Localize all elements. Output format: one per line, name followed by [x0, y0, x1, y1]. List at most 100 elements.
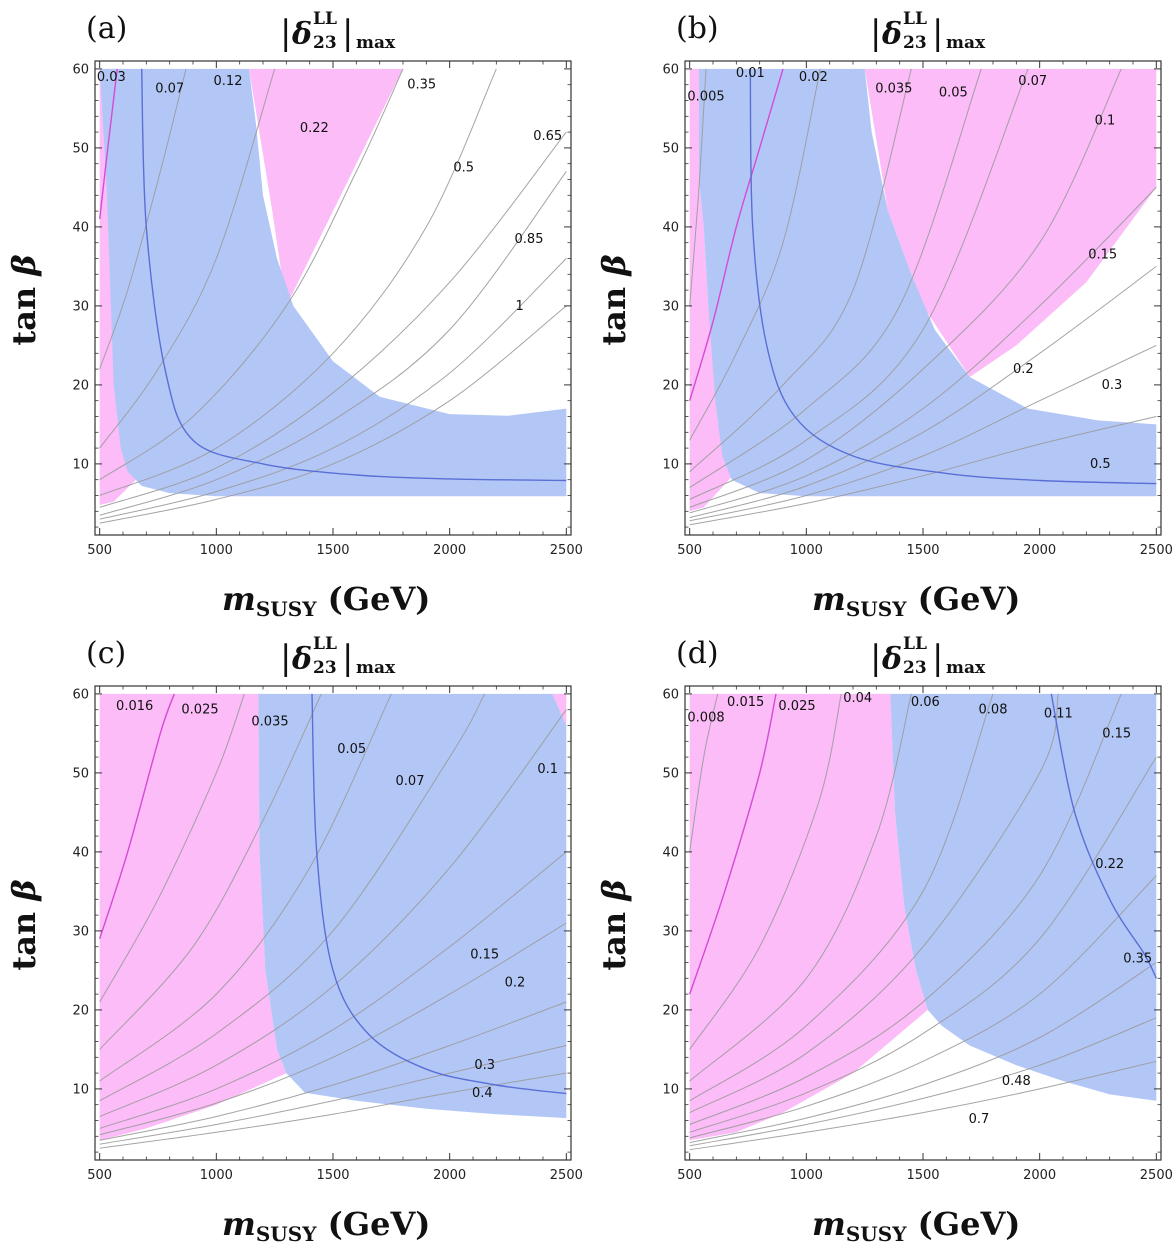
contour-line-0.35 — [689, 962, 1157, 1144]
contour-line-0.08 — [689, 693, 1059, 1114]
title-subscript: 23 — [903, 658, 927, 678]
y-tick-label: 20 — [72, 1003, 89, 1018]
contour-line-0.035 — [99, 693, 322, 1050]
panel-b: 0.005 0.01 0.02 0.035 0.05 0.07 0.1 0.15 0.2 0.3 0… — [595, 9, 1172, 621]
title-abs-bar-right: | — [342, 13, 353, 53]
contour-line-0.025 — [689, 693, 842, 1050]
contour-label: 0.4 — [472, 1086, 493, 1101]
title-abs-bar-left: | — [280, 13, 291, 53]
contour-line-0.22 — [99, 68, 404, 481]
pink-allowed-region — [249, 68, 403, 306]
title-subscript: 23 — [313, 33, 337, 53]
title-subscript: 23 — [313, 658, 337, 678]
y-tick-label: 60 — [72, 62, 89, 77]
title-abs-bar-left: | — [870, 638, 881, 678]
panel-label: (d) — [676, 636, 719, 671]
contour-label: 0.22 — [300, 121, 329, 136]
contour-label: 0.015 — [727, 695, 764, 710]
title-max: max — [946, 658, 986, 678]
x-tick-label: 1500 — [316, 543, 349, 558]
y-tick-label: 60 — [662, 62, 679, 77]
y-tick-label: 30 — [662, 299, 679, 314]
title-abs-bar-right: | — [932, 13, 943, 53]
contour-line-0.016 — [99, 693, 175, 940]
x-tick-label: 2500 — [1140, 1168, 1172, 1183]
contour-label: 0.005 — [687, 90, 724, 105]
contour-label: 0.07 — [396, 774, 425, 789]
contour-line — [99, 1072, 567, 1149]
x-axis-label: mSUSY (GeV) — [812, 1205, 1020, 1246]
contour-label: 0.05 — [337, 742, 366, 757]
title-subscript: 23 — [903, 33, 927, 53]
contour-line — [141, 68, 567, 482]
contour-label: 0.5 — [1090, 457, 1111, 472]
x-tick-label: 2000 — [433, 543, 466, 558]
contour-label: 0.016 — [116, 699, 153, 714]
panel-label: (a) — [86, 11, 127, 46]
x-tick-label: 500 — [87, 1168, 112, 1183]
x-axis-label: mSUSY (GeV) — [812, 580, 1020, 621]
contour-line-0.04 — [689, 693, 912, 1082]
y-tick-label: 20 — [662, 1003, 679, 1018]
title-delta: δ — [881, 17, 902, 52]
contour-line-0.01 — [689, 68, 784, 401]
y-tick-label: 10 — [662, 457, 679, 472]
contour-label: 0.15 — [1088, 248, 1117, 263]
contour-line-0.5 — [689, 416, 1157, 526]
contour-label: 0.2 — [505, 975, 526, 990]
contour-label: 0.35 — [407, 78, 436, 93]
x-tick-label: 1500 — [906, 1168, 939, 1183]
contour-label: 0.7 — [969, 1112, 990, 1127]
contour-line-0.005 — [689, 68, 707, 306]
x-tick-label: 1000 — [790, 1168, 823, 1183]
contour-line-0.4 — [99, 1045, 567, 1145]
y-tick-label: 50 — [72, 766, 89, 781]
y-axis-label: tan β — [595, 254, 633, 345]
contour-line-0.5 — [99, 131, 567, 508]
y-tick-label: 40 — [72, 220, 89, 235]
y-tick-label: 10 — [72, 1082, 89, 1097]
title-abs-bar-left: | — [870, 13, 881, 53]
blue-allowed-region — [890, 693, 1157, 1101]
contour-label: 0.22 — [1095, 857, 1124, 872]
contour-line-0.15 — [99, 851, 567, 1129]
contour-label: 0.12 — [214, 74, 243, 89]
contour-label: 0.08 — [979, 703, 1008, 718]
contour-line-0.7 — [689, 1060, 1157, 1151]
panel-label: (b) — [676, 11, 719, 46]
y-tick-label: 20 — [662, 378, 679, 393]
y-tick-label: 50 — [662, 766, 679, 781]
x-tick-label: 1500 — [906, 543, 939, 558]
contour-label: 0.15 — [470, 948, 499, 963]
contour-line — [749, 68, 1157, 485]
pink-allowed-region — [689, 693, 928, 1141]
plot-area — [99, 68, 567, 524]
y-tick-label: 50 — [72, 141, 89, 156]
title-delta: δ — [291, 642, 312, 677]
y-tick-label: 40 — [662, 845, 679, 860]
plot-area — [689, 693, 1157, 1151]
contour-line-0.2 — [689, 265, 1157, 519]
contour-label: 0.1 — [1095, 113, 1116, 128]
y-tick-label: 30 — [72, 299, 89, 314]
y-axis-label: tan β — [5, 879, 43, 970]
contour-line — [311, 693, 567, 1095]
contour-label: 1 — [516, 299, 524, 314]
contour-line-0.3 — [689, 344, 1157, 522]
x-tick-label: 500 — [87, 543, 112, 558]
contour-label: 0.48 — [1002, 1074, 1031, 1089]
x-tick-label: 2000 — [433, 1168, 466, 1183]
contour-label: 0.035 — [251, 715, 288, 730]
title-superscript: LL — [313, 634, 337, 654]
y-axis-label: tan β — [5, 254, 43, 345]
x-axis-label: mSUSY (GeV) — [222, 1205, 430, 1246]
x-axis-label: mSUSY (GeV) — [222, 580, 430, 621]
contour-line-0.48 — [689, 1017, 1157, 1147]
contour-line-0.12 — [99, 68, 276, 449]
contour-label: 0.035 — [875, 82, 912, 97]
contour-label: 0.008 — [687, 711, 724, 726]
y-tick-label: 40 — [72, 845, 89, 860]
contour-label: 0.05 — [939, 86, 968, 101]
plot-area — [689, 68, 1157, 526]
